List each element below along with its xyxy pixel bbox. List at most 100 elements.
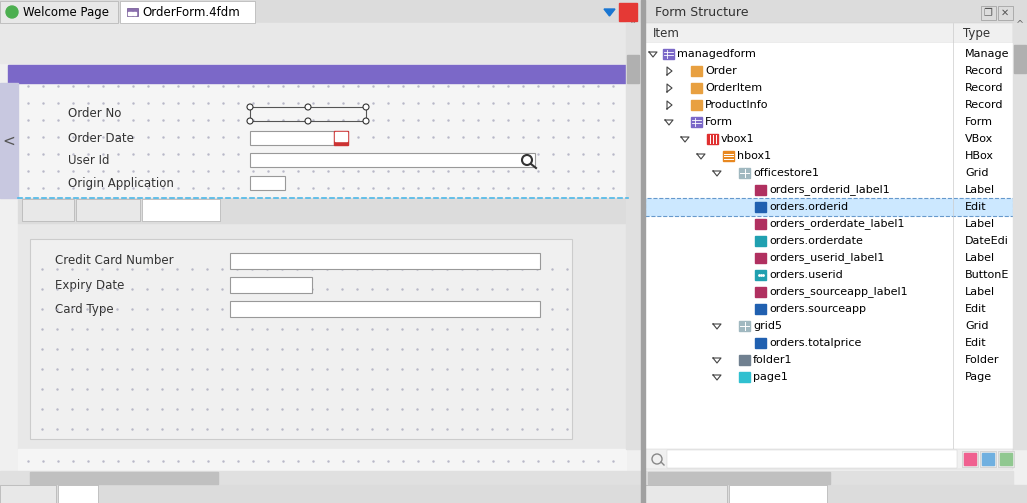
- Circle shape: [6, 6, 18, 18]
- Text: Filter items: Filter items: [673, 454, 735, 464]
- Text: Manage: Manage: [965, 49, 1010, 59]
- Text: orders.sourceapp: orders.sourceapp: [769, 304, 866, 314]
- Text: User Id: User Id: [68, 153, 110, 166]
- Text: Form: Form: [965, 117, 993, 127]
- Bar: [998, 451, 1014, 467]
- Bar: [645, 0, 1027, 23]
- Bar: [691, 66, 702, 76]
- Bar: [648, 472, 830, 484]
- Text: Folder: Folder: [965, 355, 999, 365]
- Bar: [0, 485, 642, 503]
- Text: Record: Record: [965, 83, 1003, 93]
- Bar: [619, 3, 637, 21]
- Text: OrderForm.4fdm: OrderForm.4fdm: [142, 6, 239, 19]
- Bar: [962, 451, 978, 467]
- Bar: [18, 83, 626, 198]
- Bar: [667, 450, 957, 468]
- Bar: [981, 6, 996, 20]
- Text: Grid: Grid: [965, 168, 989, 178]
- Bar: [250, 176, 286, 190]
- Text: Welcome Page: Welcome Page: [23, 6, 109, 19]
- Bar: [0, 0, 642, 23]
- Text: SR: SR: [693, 86, 699, 91]
- Bar: [0, 23, 642, 63]
- Bar: [645, 198, 1013, 216]
- Text: LB: LB: [757, 188, 764, 193]
- Text: orders_orderdate_label1: orders_orderdate_label1: [769, 218, 905, 229]
- Circle shape: [248, 104, 253, 110]
- Text: >: >: [633, 473, 641, 483]
- Text: orders_sourceapp_label1: orders_sourceapp_label1: [769, 287, 908, 297]
- Bar: [755, 287, 766, 297]
- Text: Edit: Edit: [965, 202, 987, 212]
- Bar: [982, 453, 994, 465]
- Bar: [755, 236, 766, 246]
- Bar: [645, 471, 1013, 485]
- Bar: [980, 451, 996, 467]
- Text: hbox1: hbox1: [737, 151, 771, 161]
- Text: ^: ^: [629, 21, 637, 31]
- Bar: [230, 301, 540, 317]
- Bar: [755, 185, 766, 195]
- Text: Form Structure: Form Structure: [655, 6, 749, 19]
- Text: vbox1: vbox1: [721, 134, 755, 144]
- Bar: [230, 253, 540, 269]
- Text: Form: Form: [705, 117, 733, 127]
- Bar: [1000, 453, 1012, 465]
- Circle shape: [305, 104, 311, 110]
- Text: Order No: Order No: [68, 107, 121, 120]
- Bar: [645, 485, 1027, 503]
- Text: officestore1: officestore1: [753, 168, 819, 178]
- Circle shape: [248, 118, 253, 124]
- Text: Form Structure: Form Structure: [733, 487, 823, 500]
- Text: a|: a|: [758, 340, 763, 346]
- Bar: [755, 270, 766, 280]
- Bar: [142, 199, 220, 221]
- Text: folder1: folder1: [753, 355, 793, 365]
- Text: Grid: Grid: [965, 321, 989, 331]
- Bar: [0, 83, 18, 198]
- Text: HBox: HBox: [965, 151, 994, 161]
- Text: managedform: managedform: [677, 49, 756, 59]
- Bar: [134, 12, 136, 15]
- Bar: [691, 117, 702, 127]
- Text: SR: SR: [693, 103, 699, 108]
- Text: Credit Card Number: Credit Card Number: [55, 255, 174, 268]
- Text: Edit: Edit: [965, 304, 987, 314]
- Text: ❐: ❐: [984, 8, 992, 18]
- Bar: [755, 253, 766, 263]
- Bar: [22, 199, 74, 221]
- Bar: [230, 277, 312, 293]
- Text: ^: ^: [1016, 20, 1024, 30]
- Bar: [250, 107, 366, 121]
- Text: Expiry Date: Expiry Date: [55, 279, 124, 292]
- Bar: [128, 12, 132, 15]
- Bar: [626, 23, 640, 449]
- Text: v: v: [1017, 441, 1023, 451]
- Text: Order: Order: [705, 66, 736, 76]
- Bar: [250, 131, 334, 145]
- Text: SR: SR: [693, 68, 699, 73]
- Text: ✕: ✕: [1001, 8, 1010, 18]
- Text: ButtonE: ButtonE: [965, 270, 1010, 280]
- Text: orders.orderid: orders.orderid: [769, 202, 848, 212]
- Text: orders_userid_label1: orders_userid_label1: [769, 253, 884, 264]
- Bar: [120, 1, 255, 23]
- Text: <: <: [3, 133, 15, 148]
- Bar: [0, 485, 56, 503]
- Text: X: X: [623, 6, 633, 19]
- Bar: [645, 23, 1013, 43]
- Bar: [691, 100, 702, 110]
- Text: 21.09.21: 21.09.21: [257, 133, 307, 143]
- Circle shape: [363, 104, 369, 110]
- Text: Item: Item: [653, 27, 680, 40]
- Bar: [8, 65, 630, 83]
- Text: LB: LB: [757, 256, 764, 261]
- Bar: [964, 453, 976, 465]
- Bar: [18, 198, 626, 223]
- Text: <: <: [649, 473, 657, 483]
- Text: Label: Label: [965, 219, 995, 229]
- Bar: [755, 338, 766, 348]
- Bar: [335, 132, 347, 141]
- Text: Credit Card: Credit Card: [147, 204, 215, 216]
